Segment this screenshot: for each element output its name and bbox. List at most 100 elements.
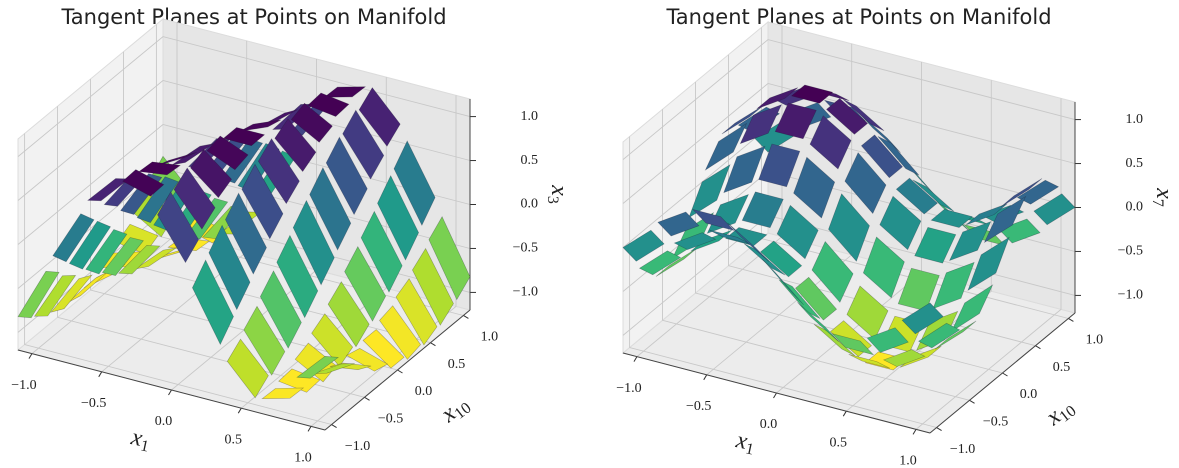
tangent-patch <box>241 163 284 240</box>
x-tick-label: 0.5 <box>830 435 848 450</box>
tangent-patch <box>673 232 717 250</box>
z-tick-label: 0.5 <box>1126 156 1144 171</box>
tangent-patch <box>949 221 992 262</box>
tangent-patch <box>688 163 731 219</box>
z-tick-label: −0.5 <box>1118 244 1143 259</box>
x-axis-line <box>622 352 931 434</box>
tangent-patch <box>239 119 282 132</box>
tangent-patch <box>756 87 798 110</box>
tangent-patch <box>358 87 401 147</box>
tick-mark <box>969 399 975 404</box>
tangent-patch <box>1000 178 1043 208</box>
tick-mark <box>773 392 777 399</box>
grid-line <box>241 77 387 409</box>
y-tick-label: 1.0 <box>481 330 499 345</box>
grid-line <box>662 109 970 401</box>
tangent-patch <box>725 227 768 247</box>
tangent-patch <box>101 237 144 276</box>
tangent-patch <box>739 104 782 145</box>
tangent-patch <box>811 240 854 303</box>
tick-mark <box>307 426 312 432</box>
tangent-patch <box>1016 179 1060 205</box>
tick-mark <box>936 427 942 431</box>
tangent-patch <box>296 355 340 379</box>
tangent-patch <box>793 156 836 219</box>
tangent-patch <box>848 354 891 369</box>
tangent-patch <box>323 86 367 98</box>
x-axis-label: x1 <box>128 424 153 456</box>
tangent-patch <box>222 127 266 147</box>
tangent-patch <box>428 216 471 301</box>
tangent-patch <box>776 204 819 260</box>
y-tick-label: 0.5 <box>1053 360 1071 375</box>
tangent-patch <box>842 99 885 132</box>
tangent-patch <box>138 161 181 176</box>
z-axis-label: x7 <box>1149 187 1177 207</box>
tangent-patch <box>309 167 352 251</box>
tick-mark <box>1002 372 1008 377</box>
tangent-patch <box>882 349 926 367</box>
x-tick-label: 1.0 <box>899 454 917 468</box>
tangent-patch <box>360 210 403 293</box>
y-tick-label: −0.5 <box>378 411 403 426</box>
tangent-patch <box>395 278 438 346</box>
x-tick-label: −0.5 <box>81 396 106 411</box>
tangent-patch <box>292 199 335 286</box>
tangent-patch <box>1033 193 1076 226</box>
grid-line <box>846 80 992 412</box>
tangent-patch <box>638 250 682 276</box>
tangent-patch <box>727 222 770 262</box>
x-axis-line <box>17 349 326 431</box>
x-tick-label: 0.5 <box>225 432 243 447</box>
tangent-patch <box>723 145 766 194</box>
tangent-patch <box>950 284 994 333</box>
y-tick-label: −1.0 <box>345 439 370 454</box>
tangent-patch <box>208 224 251 311</box>
z-tick-label: −1.0 <box>513 285 538 300</box>
tangent-patch <box>276 234 319 319</box>
y-tick-label: −0.5 <box>983 414 1008 429</box>
tangent-patch <box>362 329 405 369</box>
tangent-patch <box>813 323 856 356</box>
patches <box>17 86 471 400</box>
tangent-patch <box>844 152 887 215</box>
tick-mark <box>633 356 638 362</box>
tick-mark <box>1068 318 1074 322</box>
tangent-patch <box>866 327 909 353</box>
chart-title: Tangent Planes at Points on Manifold <box>665 5 1051 29</box>
tangent-patch <box>206 135 249 171</box>
tangent-patch <box>741 191 784 228</box>
tangent-patch <box>344 245 387 322</box>
tangent-patch <box>379 305 421 360</box>
x-tick-label: −1.0 <box>11 378 36 393</box>
tick-mark <box>912 429 917 435</box>
tangent-patch <box>135 247 177 270</box>
tangent-patch <box>122 169 165 197</box>
tangent-patch <box>155 151 197 167</box>
tangent-patch <box>261 387 305 400</box>
y-axis-label: x10 <box>1040 393 1079 432</box>
tangent-patch <box>259 270 302 349</box>
tangent-patch <box>171 143 214 166</box>
tangent-patch <box>691 208 735 231</box>
tangent-patch <box>760 240 803 278</box>
patches <box>622 84 1076 371</box>
tangent-patch <box>831 333 875 356</box>
x-tick-label: 0.0 <box>155 414 173 429</box>
tangent-patch <box>393 140 436 226</box>
tangent-patch <box>790 84 834 104</box>
z-tick-label: 0.0 <box>1126 200 1144 215</box>
tick-mark <box>28 353 33 359</box>
y-tick-label: −1.0 <box>950 442 975 457</box>
tangent-patch <box>967 236 1010 292</box>
tangent-patch <box>774 102 817 140</box>
tangent-patch <box>826 98 869 135</box>
z-tick-label: 0.5 <box>521 153 539 168</box>
tick-mark <box>842 410 847 417</box>
grid-line <box>915 98 1062 430</box>
grid-line <box>629 136 937 428</box>
y-axis-line <box>929 312 1076 434</box>
x-tick-label: −1.0 <box>616 381 641 396</box>
